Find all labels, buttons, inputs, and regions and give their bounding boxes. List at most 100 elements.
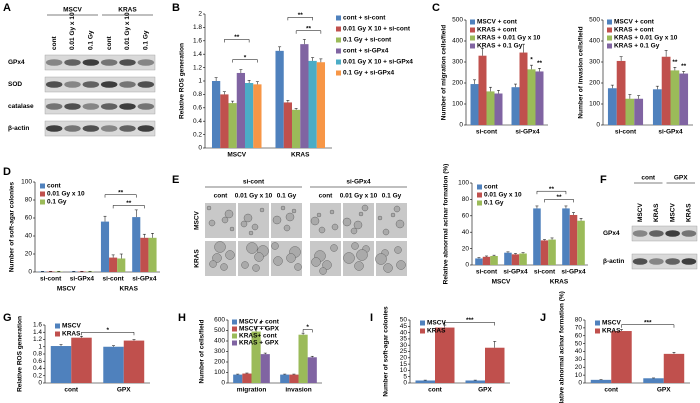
error-bar bbox=[655, 85, 659, 90]
significance-bracket bbox=[295, 30, 322, 34]
y-tick-label: 2 bbox=[198, 11, 202, 18]
y-tick-label: 80 bbox=[575, 317, 583, 324]
y-tick-label: 500 bbox=[214, 327, 225, 334]
panel-letter: B bbox=[172, 2, 180, 14]
micrograph-acinus bbox=[383, 263, 393, 273]
error-bar bbox=[473, 79, 477, 85]
error-bar bbox=[521, 252, 525, 254]
error-bar bbox=[477, 257, 481, 259]
micrograph-column-label: 0.01 Gy x 10 bbox=[340, 193, 378, 200]
x-tick-label: GPX bbox=[117, 387, 131, 394]
blot-band bbox=[119, 81, 136, 88]
bar bbox=[470, 84, 479, 125]
bar bbox=[100, 221, 110, 272]
legend-label: MSCV bbox=[602, 320, 621, 327]
y-tick-label: 1 bbox=[38, 343, 42, 350]
error-bar bbox=[481, 48, 485, 56]
micrograph-acinus bbox=[212, 253, 222, 263]
bar bbox=[527, 69, 536, 125]
y-axis-label: Number of migration cells/field bbox=[441, 25, 448, 120]
bar bbox=[652, 89, 662, 125]
bar bbox=[253, 84, 262, 148]
x-tick-label: cont bbox=[64, 387, 79, 394]
x-tick-label: si-cont bbox=[534, 269, 556, 276]
error-bar bbox=[214, 77, 218, 81]
significance-label: * bbox=[244, 54, 247, 61]
bar bbox=[634, 98, 644, 125]
blot-strip bbox=[631, 253, 698, 270]
legend-label: KRAS bbox=[62, 331, 81, 338]
micrograph-acinus bbox=[220, 263, 228, 271]
bar bbox=[486, 91, 495, 125]
bar bbox=[307, 357, 317, 383]
micrograph-acinus bbox=[358, 211, 364, 217]
micrograph-acinus bbox=[229, 226, 235, 232]
error-bar bbox=[506, 251, 510, 253]
error-bar bbox=[301, 332, 305, 335]
micrograph-group-label: si-cont bbox=[243, 179, 265, 186]
significance-label: * bbox=[106, 327, 109, 334]
y-tick-label: 5 bbox=[403, 373, 407, 380]
bar bbox=[485, 347, 505, 383]
micrograph-column-label: 0.01 Gy x 10 bbox=[235, 193, 273, 200]
legend-label: MSCV + cont bbox=[477, 19, 518, 26]
legend-swatch bbox=[420, 320, 425, 326]
blot-lane-label: cont bbox=[106, 35, 113, 50]
y-tick-label: 300 bbox=[214, 348, 225, 355]
blot-strip bbox=[44, 98, 156, 115]
significance-bracket bbox=[232, 59, 258, 63]
y-tick-label: 60 bbox=[575, 332, 583, 339]
micrograph-acinus bbox=[206, 205, 212, 211]
blot-band bbox=[45, 59, 63, 66]
y-tick-label: 45 bbox=[400, 323, 408, 330]
panel-letter: C bbox=[432, 2, 440, 14]
y-axis-label: Number of invasion cells/field bbox=[578, 26, 585, 118]
error-bar bbox=[239, 69, 243, 73]
y-axis-label: Number of soft-agar colonies bbox=[383, 306, 390, 397]
blot-band bbox=[665, 258, 680, 265]
x-tick-label: si-GPx4 bbox=[515, 129, 540, 136]
x-tick-label: si-cont bbox=[102, 276, 124, 283]
significance-bracket bbox=[81, 332, 135, 336]
micrograph-acinus bbox=[221, 216, 229, 224]
legend-label: 0.1 Gy bbox=[484, 200, 504, 207]
y-tick-label: 100 bbox=[214, 369, 225, 376]
significance-label: * bbox=[530, 57, 533, 64]
significance-bracket bbox=[287, 17, 313, 21]
y-axis-label: Relative ROS generation bbox=[17, 316, 24, 392]
legend-label: cont bbox=[484, 184, 499, 191]
error-bar bbox=[112, 345, 116, 347]
panel-letter: G bbox=[3, 312, 12, 324]
y-tick-label: 100 bbox=[589, 101, 600, 108]
panel-letter: I bbox=[370, 312, 373, 324]
legend-label: cont + si-cont bbox=[343, 15, 386, 22]
x-tick-label: si-GPx4 bbox=[503, 269, 528, 276]
y-tick-label: 30 bbox=[575, 356, 583, 363]
error-bar bbox=[142, 233, 146, 238]
blot-band bbox=[82, 81, 100, 88]
legend-label: MSCV + cont bbox=[614, 19, 655, 26]
micrograph-acinus bbox=[209, 260, 217, 268]
micrograph-acinus bbox=[283, 224, 291, 232]
x-group-label: MSCV bbox=[492, 279, 511, 286]
blot-band bbox=[100, 59, 118, 66]
x-group-label: KRAS bbox=[120, 286, 139, 293]
legend-label: MSCV + GPX bbox=[239, 326, 280, 333]
y-axis-label: Number of cells/field bbox=[199, 320, 206, 384]
bar bbox=[211, 81, 221, 148]
error-bar bbox=[579, 218, 583, 221]
significance-bracket bbox=[224, 39, 250, 43]
y-tick-label: 1.6 bbox=[33, 322, 42, 329]
legend-label: KRAS + GPX bbox=[239, 340, 279, 347]
x-tick-label: si-GPx4 bbox=[561, 269, 586, 276]
micrograph-acinus bbox=[361, 204, 369, 212]
legend-label: KRAS bbox=[427, 328, 446, 335]
x-tick-label: KRAS bbox=[291, 152, 310, 159]
panel-letter: A bbox=[3, 2, 11, 14]
bar bbox=[275, 50, 284, 148]
significance-label: ** bbox=[672, 59, 678, 66]
legend-label: 0.01 Gy X 10 + si-GPx4 bbox=[343, 59, 413, 66]
blot-row-label: β-actin bbox=[603, 258, 624, 265]
significance-label: *** bbox=[644, 319, 652, 326]
legend-swatch bbox=[336, 15, 341, 21]
